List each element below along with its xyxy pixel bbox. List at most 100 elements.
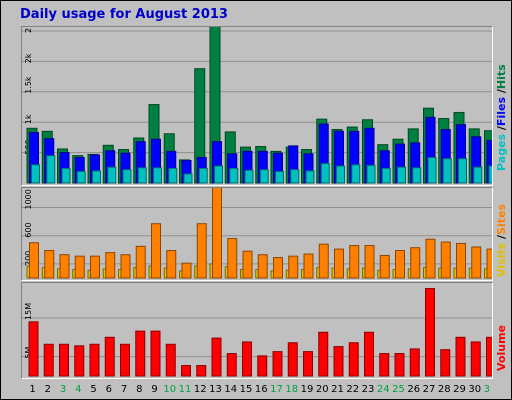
daily-pages-bar bbox=[107, 166, 117, 184]
day-label: 9 bbox=[151, 384, 157, 395]
daily-pages-bar bbox=[229, 167, 239, 184]
daily-pages-bar bbox=[214, 165, 223, 184]
daily-pages-bar bbox=[76, 170, 86, 184]
daily-volume-bar bbox=[242, 341, 252, 377]
day-label: 1 bbox=[29, 384, 35, 395]
daily-volume-bar bbox=[470, 341, 481, 377]
daily-sites-bar bbox=[227, 238, 238, 279]
visits-sites-chart: 200 600 1000 bbox=[22, 188, 492, 279]
daily-volume-bar bbox=[303, 351, 313, 377]
daily-volume-bar bbox=[409, 348, 420, 377]
daily-volume-bar bbox=[74, 345, 85, 377]
day-label: 2 bbox=[45, 384, 51, 395]
daily-pages-bar bbox=[168, 167, 178, 184]
daily-pages-bar bbox=[458, 158, 467, 184]
legend-pages-files-hits: Pages /Files /Hits bbox=[495, 64, 508, 171]
daily-sites-bar bbox=[74, 255, 85, 279]
daily-sites-bar bbox=[456, 242, 466, 279]
visits-sites-panel: 200 600 1000 bbox=[21, 187, 493, 281]
day-label: 25 bbox=[392, 384, 405, 395]
daily-pages-bar bbox=[320, 163, 330, 184]
daily-pages-bar bbox=[366, 164, 376, 184]
day-label: 14 bbox=[224, 384, 237, 395]
legend-top-part: Hits bbox=[495, 64, 508, 90]
daily-volume-bar bbox=[28, 321, 39, 377]
daily-volume-bar bbox=[440, 349, 451, 377]
legend-top-part: / bbox=[495, 89, 508, 97]
day-label: 17 bbox=[270, 384, 283, 395]
daily-pages-bar bbox=[473, 166, 483, 184]
y-tick-label: 15M bbox=[24, 303, 33, 320]
day-label: 8 bbox=[136, 384, 142, 395]
daily-pages-bar bbox=[153, 167, 162, 184]
y-tick-label: 600 bbox=[24, 222, 33, 237]
volume-panel: 5M15M bbox=[21, 282, 493, 379]
daily-pages-bar bbox=[244, 169, 254, 184]
day-label: 22 bbox=[346, 384, 359, 395]
daily-pages-bar bbox=[122, 169, 132, 184]
day-label: 3 bbox=[60, 384, 66, 395]
daily-volume-bar bbox=[455, 336, 466, 377]
day-label: 16 bbox=[255, 384, 268, 395]
daily-pages-bar bbox=[31, 164, 40, 184]
daily-sites-bar bbox=[303, 253, 314, 279]
day-label: 23 bbox=[362, 384, 375, 395]
day-label: 11 bbox=[179, 384, 192, 395]
day-label: 6 bbox=[106, 384, 112, 395]
y-tick-label: 2k bbox=[24, 53, 33, 63]
daily-sites-bar bbox=[196, 223, 207, 279]
daily-pages-bar bbox=[381, 167, 391, 184]
day-axis: 1 2 3 4 5 6 7 8 9 10 11 12 13 14 15 16 17 18 19 20 21 22 23 24 2… bbox=[29, 384, 491, 395]
daily-sites-bar bbox=[29, 242, 39, 279]
daily-pages-bar bbox=[275, 170, 284, 184]
daily-volume-bar bbox=[364, 331, 374, 377]
daily-sites-bar bbox=[181, 262, 192, 279]
day-label: 24 bbox=[377, 384, 390, 395]
daily-volume-bar bbox=[425, 288, 435, 377]
daily-volume-bar bbox=[196, 365, 207, 377]
daily-pages-bar bbox=[442, 158, 452, 184]
day-label: 20 bbox=[316, 384, 329, 395]
daily-volume-bar bbox=[43, 343, 54, 377]
day-label: 12 bbox=[194, 384, 207, 395]
day-label: 27 bbox=[423, 384, 436, 395]
daily-pages-bar bbox=[336, 165, 345, 184]
daily-sites-bar bbox=[486, 248, 492, 279]
daily-sites-bar bbox=[166, 250, 177, 279]
day-label: 13 bbox=[209, 384, 222, 395]
day-label: 5 bbox=[90, 384, 96, 395]
daily-sites-bar bbox=[334, 248, 344, 279]
daily-pages-bar bbox=[61, 167, 71, 184]
daily-volume-bar bbox=[150, 330, 161, 377]
day-label: 26 bbox=[407, 384, 420, 395]
daily-volume-bar bbox=[318, 331, 329, 377]
daily-sites-bar bbox=[318, 243, 329, 279]
y-tick-label: 200 bbox=[24, 251, 33, 266]
daily-volume-bar bbox=[120, 343, 130, 377]
daily-volume-bar bbox=[379, 353, 390, 377]
legend-top-part: Pages bbox=[495, 133, 508, 171]
daily-sites-bar bbox=[105, 252, 116, 279]
daily-pages-bar bbox=[427, 156, 437, 184]
day-label: 10 bbox=[163, 384, 176, 395]
daily-sites-bar bbox=[425, 238, 436, 279]
daily-pages-bar bbox=[198, 167, 208, 184]
daily-sites-bar bbox=[242, 250, 253, 279]
daily-sites-bar bbox=[135, 245, 146, 279]
daily-volume-bar bbox=[104, 336, 115, 377]
legend-middle-part: Sites bbox=[495, 203, 508, 235]
legend-top-part: / bbox=[495, 126, 508, 134]
daily-volume-bar bbox=[89, 343, 100, 377]
daily-pages-bar bbox=[488, 165, 492, 184]
y-tick-label: 1k bbox=[24, 114, 33, 124]
day-label: 4 bbox=[75, 384, 81, 395]
daily-pages-bar bbox=[92, 170, 101, 184]
daily-volume-bar bbox=[226, 353, 237, 377]
daily-volume-bar bbox=[486, 336, 492, 377]
daily-pages-bar bbox=[290, 169, 300, 184]
daily-sites-bar bbox=[59, 254, 70, 279]
day-label: 15 bbox=[240, 384, 253, 395]
daily-volume-bar bbox=[181, 365, 191, 377]
y-tick-label: 2.5k bbox=[24, 27, 33, 33]
